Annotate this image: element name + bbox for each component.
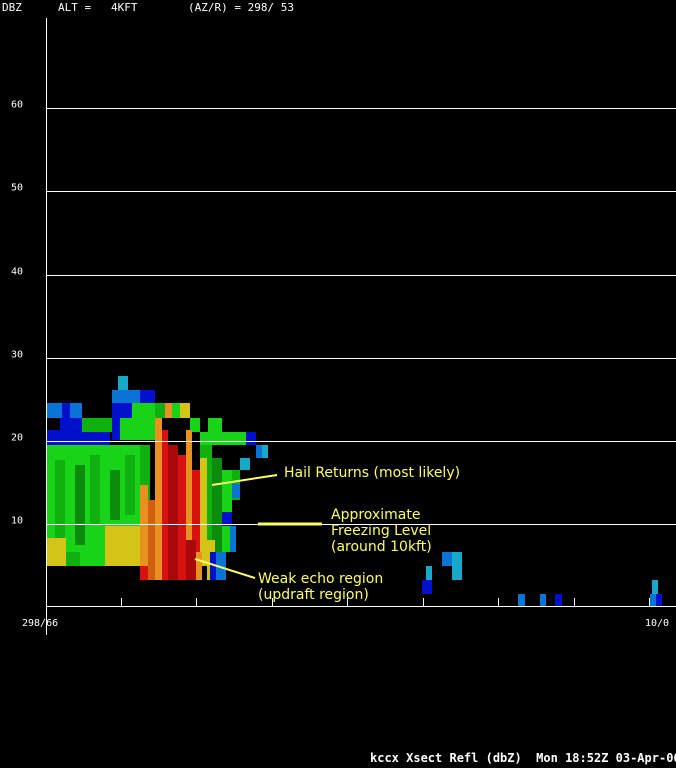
refl-cell-36 — [230, 526, 236, 552]
refl-cell-58 — [442, 552, 452, 566]
refl-cell-23 — [240, 458, 250, 470]
refl-cell-5 — [70, 403, 82, 418]
refl-cell-33 — [222, 470, 232, 552]
refl-cell-4 — [62, 403, 70, 418]
refl-cell-41 — [140, 485, 148, 580]
y-tick-label-60: 60 — [11, 100, 23, 111]
refl-cell-43 — [155, 418, 162, 580]
x-end-label: 10/0 — [645, 618, 670, 629]
refl-cell-37 — [232, 484, 240, 498]
refl-cell-21 — [246, 432, 256, 445]
refl-cell-29 — [125, 455, 135, 515]
refl-cell-45 — [168, 445, 178, 580]
refl-cell-40 — [105, 526, 140, 566]
refl-cell-56 — [422, 580, 432, 594]
y-tick-label-30: 30 — [11, 350, 23, 361]
refl-cell-35 — [222, 512, 232, 526]
footer-caption: kccx Xsect Refl (dbZ) Mon 18:52Z 03-Apr-… — [370, 751, 676, 765]
y-tick-labels: 10 20 30 40 50 60 — [11, 100, 23, 527]
refl-cell-8 — [118, 376, 128, 390]
refl-cell-39 — [66, 552, 80, 566]
refl-cell-26 — [75, 465, 85, 545]
refl-cell-17 — [180, 403, 190, 418]
refl-cell-62 — [540, 594, 546, 606]
refl-cell-38 — [46, 538, 66, 566]
refl-cell-46 — [178, 455, 186, 580]
refl-cell-55 — [216, 552, 226, 580]
annotation-lines — [194, 474, 322, 579]
refl-cell-20 — [208, 418, 222, 432]
x-tick-marks — [121, 598, 650, 606]
refl-cell-60 — [452, 566, 462, 580]
weak-echo-annotation: Weak echo region (updraft region) — [258, 571, 384, 603]
wer-pointer-line — [194, 558, 256, 579]
refl-cell-59 — [452, 552, 462, 566]
refl-cell-63 — [555, 594, 562, 606]
y-tick-label-10: 10 — [11, 516, 23, 527]
refl-cell-14 — [155, 403, 165, 418]
refl-cell-65 — [650, 594, 656, 606]
x-start-label: 298/66 — [22, 618, 59, 629]
refl-cell-16 — [172, 403, 180, 418]
units-label: DBZ — [2, 1, 22, 14]
refl-cell-3 — [46, 403, 62, 418]
refl-cell-15 — [165, 403, 172, 418]
refl-cell-1 — [46, 430, 110, 445]
freezing-level-annotation: Approximate Freezing Level (around 10kft… — [331, 507, 432, 555]
refl-cell-18 — [190, 418, 200, 432]
reflectivity-cells — [46, 376, 662, 606]
refl-cell-51 — [196, 552, 202, 580]
refl-cell-53 — [140, 566, 148, 580]
hail-pointer-line — [211, 474, 278, 486]
refl-cell-9 — [112, 390, 140, 403]
refl-cell-10 — [140, 390, 155, 403]
hail-annotation: Hail Returns (most likely) — [284, 465, 461, 481]
refl-cell-27 — [90, 455, 100, 525]
refl-cell-57 — [426, 566, 432, 580]
refl-cell-61 — [518, 594, 525, 606]
y-tick-label-40: 40 — [11, 267, 23, 278]
az-range-readout: (AZ/R) = 298/ 53 — [188, 1, 294, 14]
refl-cell-12 — [120, 418, 132, 440]
refl-cell-32 — [212, 458, 222, 580]
refl-cell-50 — [186, 540, 196, 580]
refl-cell-54 — [210, 552, 216, 580]
refl-cell-13 — [132, 403, 155, 440]
refl-cell-49 — [200, 458, 207, 566]
refl-cell-66 — [656, 594, 662, 606]
refl-cell-11 — [112, 418, 120, 440]
refl-cell-6 — [82, 418, 112, 432]
refl-cell-19 — [200, 432, 246, 445]
y-tick-label-50: 50 — [11, 183, 23, 194]
grid-lines — [46, 108, 676, 525]
refl-cell-44 — [162, 430, 168, 580]
refl-cell-30 — [140, 445, 150, 500]
refl-cell-24 — [262, 445, 268, 458]
y-tick-label-20: 20 — [11, 433, 23, 444]
refl-cell-28 — [110, 470, 120, 520]
refl-cell-47 — [186, 430, 192, 580]
header-bar: DBZ ALT = 4KFT (AZ/R) = 298/ 53 — [0, 0, 676, 16]
altitude-readout: ALT = 4KFT — [58, 1, 138, 14]
axes — [46, 18, 676, 635]
refl-cell-25 — [55, 460, 65, 540]
refl-cell-64 — [652, 580, 658, 594]
refl-cell-42 — [148, 500, 155, 580]
